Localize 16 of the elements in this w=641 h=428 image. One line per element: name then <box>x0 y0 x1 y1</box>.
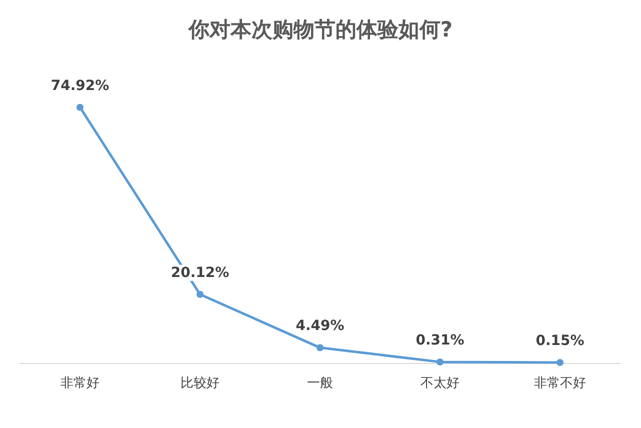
data-label: 20.12% <box>170 264 230 281</box>
x-tick-label: 一般 <box>307 376 333 391</box>
x-tick-label: 不太好 <box>420 376 460 391</box>
point <box>316 344 324 352</box>
data-label: 0.31% <box>416 332 464 348</box>
point <box>76 104 84 111</box>
data-label: 74.92% <box>50 78 110 94</box>
point <box>436 358 444 366</box>
data-label: 4.49% <box>296 318 344 334</box>
point <box>196 290 204 298</box>
x-tick-label: 比较好 <box>180 376 220 391</box>
x-tick-label: 非常好 <box>60 376 100 391</box>
point <box>556 358 564 366</box>
chart-title: 你对本次购物节的体验如何? <box>187 18 453 42</box>
x-tick-label: 非常不好 <box>534 376 586 391</box>
data-label: 0.15% <box>536 332 584 349</box>
